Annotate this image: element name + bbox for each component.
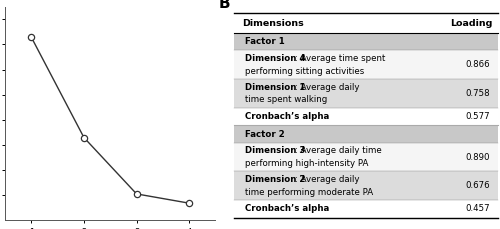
Text: Factor 1: Factor 1: [245, 37, 284, 46]
Bar: [234, 172, 498, 200]
Text: Dimension 4: Dimension 4: [245, 54, 306, 63]
Text: Cronbach’s alpha: Cronbach’s alpha: [245, 112, 329, 121]
Bar: [234, 143, 498, 172]
Bar: [234, 13, 498, 33]
Bar: [234, 33, 498, 50]
Text: Loading: Loading: [450, 19, 492, 27]
Text: : Average daily: : Average daily: [294, 83, 359, 92]
Text: Cronbach’s alpha: Cronbach’s alpha: [245, 204, 329, 213]
Text: 0.866: 0.866: [465, 60, 489, 69]
Text: Dimension 1: Dimension 1: [245, 83, 306, 92]
Text: 0.577: 0.577: [465, 112, 489, 121]
Text: Dimensions: Dimensions: [242, 19, 304, 27]
Text: performing sitting activities: performing sitting activities: [245, 66, 364, 76]
Bar: [234, 200, 498, 218]
Text: : Average daily time: : Average daily time: [294, 146, 382, 155]
Text: B: B: [218, 0, 230, 11]
Text: : Average time spent: : Average time spent: [294, 54, 385, 63]
Text: : Average daily: : Average daily: [294, 175, 359, 184]
Text: 0.890: 0.890: [465, 153, 489, 162]
Bar: [234, 108, 498, 125]
Text: Factor 2: Factor 2: [245, 130, 284, 139]
Text: 0.676: 0.676: [465, 181, 489, 190]
Text: time performing moderate PA: time performing moderate PA: [245, 188, 373, 197]
Text: Dimension 2: Dimension 2: [245, 175, 306, 184]
Bar: [234, 125, 498, 143]
Text: performing high-intensity PA: performing high-intensity PA: [245, 159, 368, 168]
Text: Dimension 3: Dimension 3: [245, 146, 306, 155]
Bar: [234, 79, 498, 108]
Bar: [234, 50, 498, 79]
Text: 0.758: 0.758: [465, 89, 489, 98]
Text: time spent walking: time spent walking: [245, 95, 327, 104]
Text: 0.457: 0.457: [465, 204, 489, 213]
